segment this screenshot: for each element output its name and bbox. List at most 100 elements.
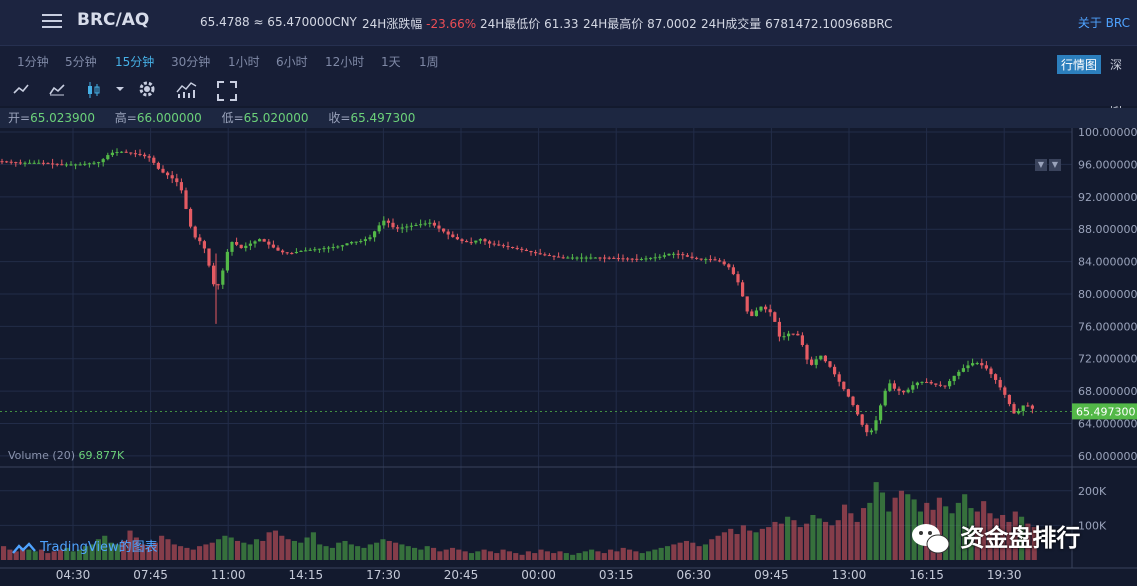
interval-5m[interactable]: 5分钟: [65, 55, 97, 69]
volume-bar: [215, 539, 222, 560]
volume-bar: [652, 549, 658, 560]
fullscreen-icon[interactable]: [216, 80, 238, 102]
volume-bar: [519, 554, 525, 560]
interval-6h[interactable]: 6小时: [276, 55, 308, 69]
scroll-left-icon[interactable]: ▼: [1035, 159, 1047, 171]
volume-bar: [361, 547, 367, 560]
volume-bar: [38, 549, 45, 560]
interval-1d[interactable]: 1天: [381, 55, 401, 69]
price-chart[interactable]: 60.000000 64.000000 68.000000 72.000000 76.0…: [0, 128, 1137, 586]
candle-body: [520, 248, 524, 250]
volume-bar: [816, 518, 822, 560]
volume-bar: [506, 551, 512, 560]
interval-1w[interactable]: 1周: [419, 55, 439, 69]
last-price-label: 65.497300: [1076, 405, 1136, 418]
volume-bar: [595, 551, 601, 560]
about-link[interactable]: 关于 BRC: [1077, 16, 1130, 30]
candle-body: [787, 333, 791, 337]
volume-bar: [797, 527, 803, 560]
candle-body: [938, 384, 942, 386]
candle-body: [1012, 404, 1016, 414]
candle-body: [998, 379, 1002, 388]
tab-depth-chart[interactable]: 深度图: [1110, 58, 1123, 112]
candle-body: [819, 355, 823, 360]
candle-body: [359, 241, 363, 243]
low-stat: 24H最低价 61.33: [480, 15, 578, 32]
candle-body: [653, 257, 657, 259]
candle-body: [299, 250, 303, 252]
volume-bar: [570, 554, 576, 560]
candle-body: [1030, 405, 1034, 409]
candle-body: [543, 254, 547, 256]
candle-body: [805, 345, 809, 360]
candle-body: [152, 157, 156, 163]
chevron-down-icon[interactable]: [114, 84, 126, 94]
candle-body: [83, 163, 87, 165]
candle-body: [235, 241, 239, 245]
candle-body: [727, 264, 731, 268]
line-chart-icon[interactable]: [12, 80, 30, 98]
candle-body: [552, 255, 556, 257]
indicator-icon[interactable]: [176, 80, 198, 100]
volume-bar: [304, 537, 310, 560]
candle-body: [28, 162, 32, 164]
wechat-logo-icon: [912, 524, 950, 554]
tradingview-brand[interactable]: TradingView的图表: [12, 536, 158, 555]
candle-body: [593, 257, 597, 259]
area-chart-icon[interactable]: [48, 80, 66, 98]
candle-body: [184, 190, 188, 209]
interval-1h[interactable]: 1小时: [228, 55, 260, 69]
candle-body: [354, 241, 358, 243]
volume-bar: [412, 547, 418, 560]
y-tick-label: 64.000000: [1078, 418, 1137, 431]
candle-body: [207, 248, 211, 266]
volume-bar: [538, 549, 544, 560]
interval-15m[interactable]: 15分钟: [115, 55, 155, 69]
hamburger-menu-icon[interactable]: [42, 10, 62, 30]
candle-body: [179, 182, 183, 191]
candle-body: [161, 168, 165, 173]
candle-body: [934, 383, 938, 385]
candle-body: [391, 222, 395, 228]
volume-bar: [336, 542, 342, 560]
candle-body: [768, 309, 772, 313]
watermark: 资金盘排行: [910, 518, 1080, 557]
candle-body: [446, 231, 450, 235]
volume-bar: [734, 534, 740, 560]
candle-body: [230, 241, 234, 252]
x-tick-label: 06:30: [677, 568, 712, 582]
volume-bar: [576, 553, 582, 560]
volume-label: Volume (20): [8, 449, 75, 462]
candle-body: [764, 306, 768, 310]
volume-bar: [487, 551, 494, 560]
candle-body: [1017, 411, 1021, 414]
volume-bar: [418, 549, 424, 560]
candle-body: [193, 226, 197, 238]
candle-body: [842, 381, 846, 390]
candle-body: [419, 224, 423, 226]
candle-body: [925, 381, 929, 383]
volume-bar: [26, 549, 32, 560]
candle-body: [566, 257, 570, 259]
interval-1m[interactable]: 1分钟: [17, 55, 49, 69]
candle-body: [741, 282, 745, 297]
candle-body: [331, 247, 335, 249]
gear-icon[interactable]: [136, 78, 158, 100]
interval-12h[interactable]: 12小时: [325, 55, 365, 69]
candle-body: [497, 244, 501, 246]
x-tick-label: 19:30: [987, 568, 1022, 582]
candle-body: [534, 252, 538, 254]
candle-chart-icon[interactable]: [85, 80, 103, 100]
candle-body: [143, 154, 147, 157]
candle-body: [51, 163, 55, 165]
candle-body: [699, 258, 703, 260]
candle-body: [138, 153, 142, 155]
tab-market-chart[interactable]: 行情图: [1057, 55, 1102, 75]
scroll-right-icon[interactable]: ▼: [1049, 159, 1061, 171]
candle-body: [442, 228, 446, 232]
candle-body: [658, 256, 662, 258]
x-tick-label: 09:45: [754, 568, 789, 582]
ohlc-legend: 开=65.023900 高=66.000000 低=65.020000 收=65…: [0, 108, 1137, 128]
volume-value: 69.877K: [78, 449, 125, 462]
interval-30m[interactable]: 30分钟: [171, 55, 211, 69]
